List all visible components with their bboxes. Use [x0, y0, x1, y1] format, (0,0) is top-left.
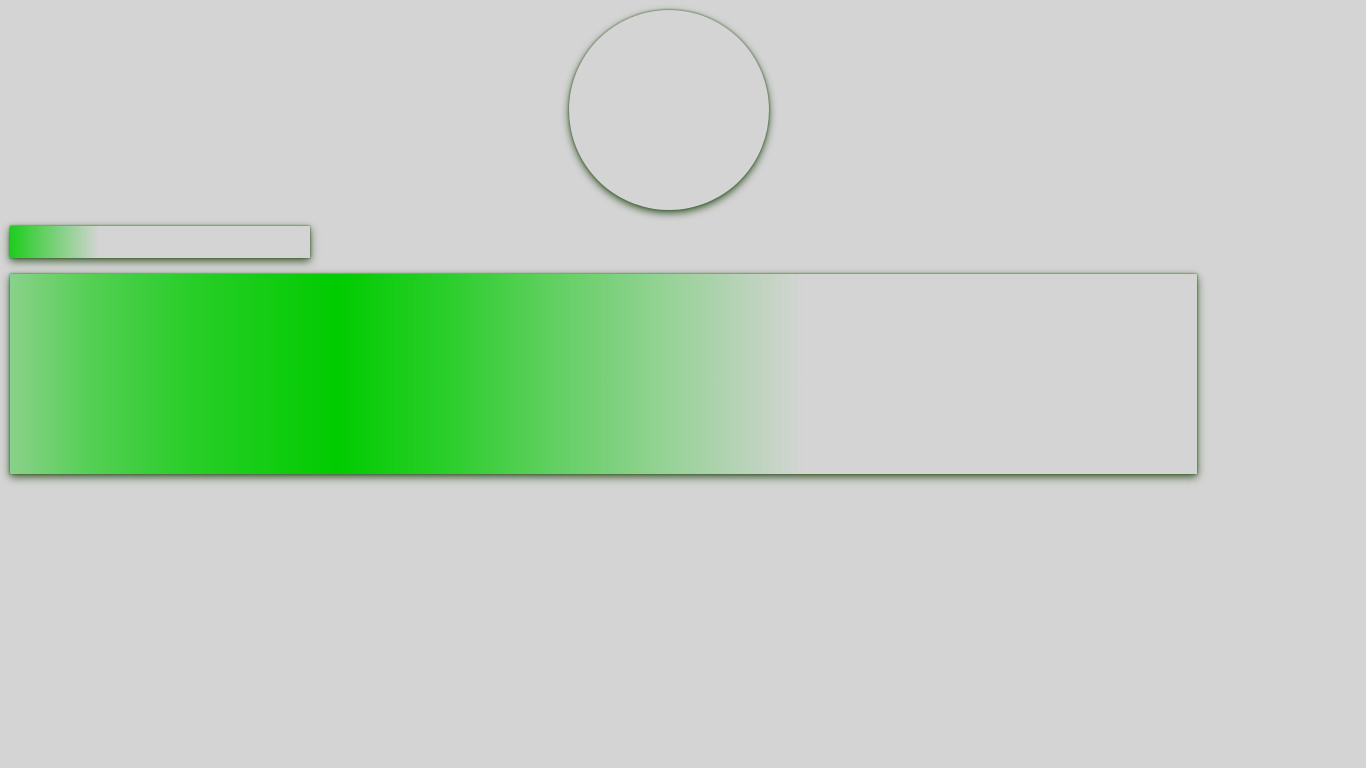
circular-indicator — [569, 10, 769, 210]
gradient-panel-fill — [10, 274, 806, 474]
progress-bar — [10, 226, 310, 258]
gradient-panel — [10, 274, 1197, 474]
progress-bar-fill — [10, 226, 100, 258]
